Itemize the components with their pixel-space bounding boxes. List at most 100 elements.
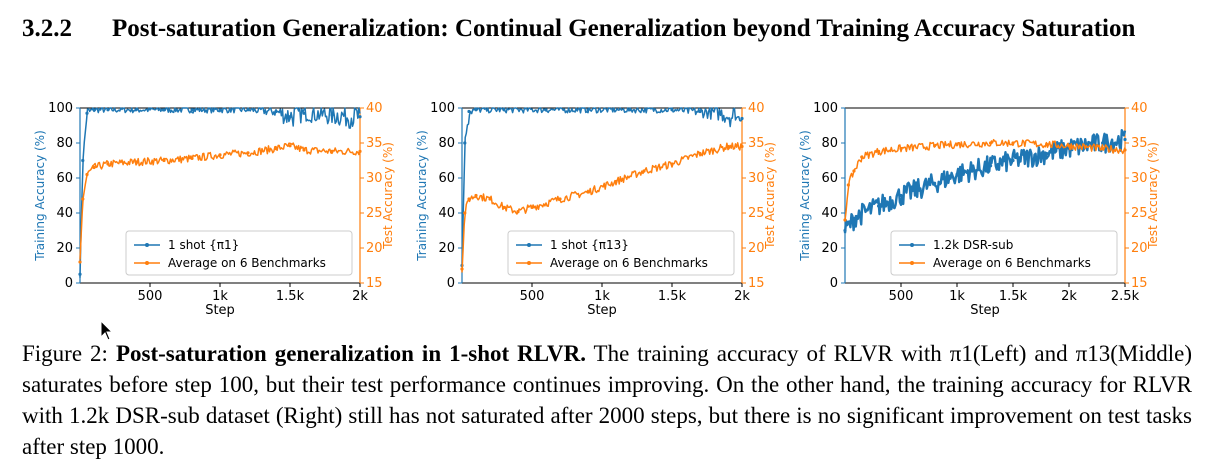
training-point bbox=[302, 111, 306, 115]
legend-label: Average on 6 Benchmarks bbox=[550, 256, 708, 270]
training-point bbox=[246, 108, 250, 112]
legend-label: Average on 6 Benchmarks bbox=[168, 256, 326, 270]
training-point bbox=[989, 164, 993, 168]
x-tick-label: 2k bbox=[1061, 289, 1077, 304]
test-point bbox=[1067, 144, 1071, 148]
training-point bbox=[288, 115, 292, 119]
training-point bbox=[586, 108, 590, 112]
figure-label: Figure 2: bbox=[22, 341, 108, 366]
x-tick-label: 500 bbox=[520, 289, 545, 304]
training-point bbox=[463, 141, 467, 145]
training-point bbox=[899, 193, 903, 198]
test-point bbox=[955, 142, 959, 146]
y2-axis-label: Test Accuracy (%) bbox=[763, 142, 777, 250]
legend-marker bbox=[145, 243, 149, 247]
test-point bbox=[78, 260, 82, 264]
y2-tick-label: 35 bbox=[748, 136, 765, 151]
training-point bbox=[78, 272, 82, 276]
training-point bbox=[106, 108, 110, 112]
test-point bbox=[218, 153, 222, 157]
test-point bbox=[1123, 148, 1127, 152]
test-point bbox=[698, 151, 702, 156]
legend-label: 1 shot {π1} bbox=[168, 238, 239, 252]
test-point bbox=[860, 155, 864, 159]
x-tick-label: 1k bbox=[949, 289, 965, 304]
y-tick-label: 60 bbox=[56, 171, 73, 186]
test-point bbox=[190, 156, 194, 160]
test-point bbox=[933, 144, 937, 148]
test-point bbox=[843, 218, 847, 222]
training-point bbox=[274, 109, 278, 114]
training-point bbox=[1011, 158, 1015, 163]
y2-tick-label: 20 bbox=[1131, 241, 1148, 256]
y2-tick-label: 15 bbox=[748, 276, 765, 291]
y2-tick-label: 35 bbox=[1131, 136, 1148, 151]
test-point bbox=[846, 183, 850, 187]
training-point bbox=[670, 108, 674, 112]
training-point bbox=[502, 108, 506, 112]
test-point bbox=[460, 267, 464, 271]
test-point bbox=[162, 158, 166, 163]
legend-label: 1 shot {π13} bbox=[550, 238, 629, 252]
x-tick-label: 1.5k bbox=[999, 289, 1028, 304]
test-point bbox=[134, 160, 138, 164]
test-point bbox=[302, 148, 306, 152]
training-point bbox=[628, 108, 632, 112]
y2-tick-label: 30 bbox=[366, 171, 383, 186]
test-point bbox=[558, 197, 562, 201]
y2-tick-label: 30 bbox=[1131, 171, 1148, 186]
test-point bbox=[530, 205, 534, 209]
test-point bbox=[246, 151, 250, 155]
y-tick-label: 40 bbox=[56, 206, 73, 221]
training-point bbox=[698, 109, 702, 114]
y-tick-label: 80 bbox=[821, 136, 838, 151]
legend: 1 shot {π1} Average on 6 Benchmarks bbox=[125, 230, 353, 276]
test-point bbox=[274, 147, 278, 151]
test-point bbox=[516, 210, 520, 214]
test-point bbox=[899, 147, 903, 151]
y2-tick-label: 15 bbox=[1131, 276, 1148, 291]
test-point bbox=[85, 172, 89, 177]
training-accuracy-line bbox=[461, 107, 743, 267]
training-point bbox=[190, 108, 194, 112]
legend-box bbox=[125, 230, 353, 276]
y-tick-label: 40 bbox=[438, 206, 455, 221]
y-tick-label: 100 bbox=[430, 101, 455, 116]
x-tick-label: 2k bbox=[734, 289, 750, 304]
y-tick-label: 60 bbox=[821, 171, 838, 186]
test-point bbox=[726, 144, 730, 149]
test-point bbox=[358, 149, 362, 153]
y2-tick-label: 20 bbox=[748, 241, 765, 256]
caption-body: The training accuracy of RLVR with π1(Le… bbox=[22, 341, 1192, 459]
section-number: 3.2.2 bbox=[22, 15, 72, 42]
training-point bbox=[474, 108, 478, 112]
training-point bbox=[854, 214, 858, 219]
x-tick-label: 1k bbox=[212, 289, 228, 304]
training-point bbox=[544, 108, 548, 112]
y-tick-label: 60 bbox=[438, 171, 455, 186]
chart-right: 500 1k 1.5k 2k 2.5k Step 0 20 40 60 80 100 Training … bbox=[775, 96, 1160, 324]
y-axis-label: Training Accuracy (%) bbox=[798, 130, 812, 262]
training-point bbox=[1045, 151, 1049, 156]
test-point bbox=[614, 179, 618, 184]
test-point bbox=[852, 169, 856, 173]
y2-tick-label: 15 bbox=[366, 276, 383, 291]
test-point bbox=[81, 197, 85, 201]
x-tick-label: 2k bbox=[352, 289, 368, 304]
y-tick-label: 100 bbox=[813, 101, 838, 116]
y2-axis-label: Test Accuracy (%) bbox=[1146, 142, 1160, 250]
training-point bbox=[358, 115, 362, 119]
test-point bbox=[502, 205, 506, 209]
training-point bbox=[85, 111, 89, 115]
training-point bbox=[330, 113, 334, 117]
test-point bbox=[463, 211, 467, 215]
test-point bbox=[642, 169, 646, 173]
x-axis-label: Step bbox=[205, 303, 235, 318]
y-tick-label: 0 bbox=[830, 276, 838, 291]
y-axis-label: Training Accuracy (%) bbox=[33, 130, 47, 262]
test-point bbox=[670, 162, 674, 166]
legend-box bbox=[507, 230, 735, 276]
legend-marker bbox=[527, 243, 531, 247]
legend: 1 shot {π13} Average on 6 Benchmarks bbox=[507, 230, 735, 276]
y2-tick-label: 30 bbox=[748, 171, 765, 186]
